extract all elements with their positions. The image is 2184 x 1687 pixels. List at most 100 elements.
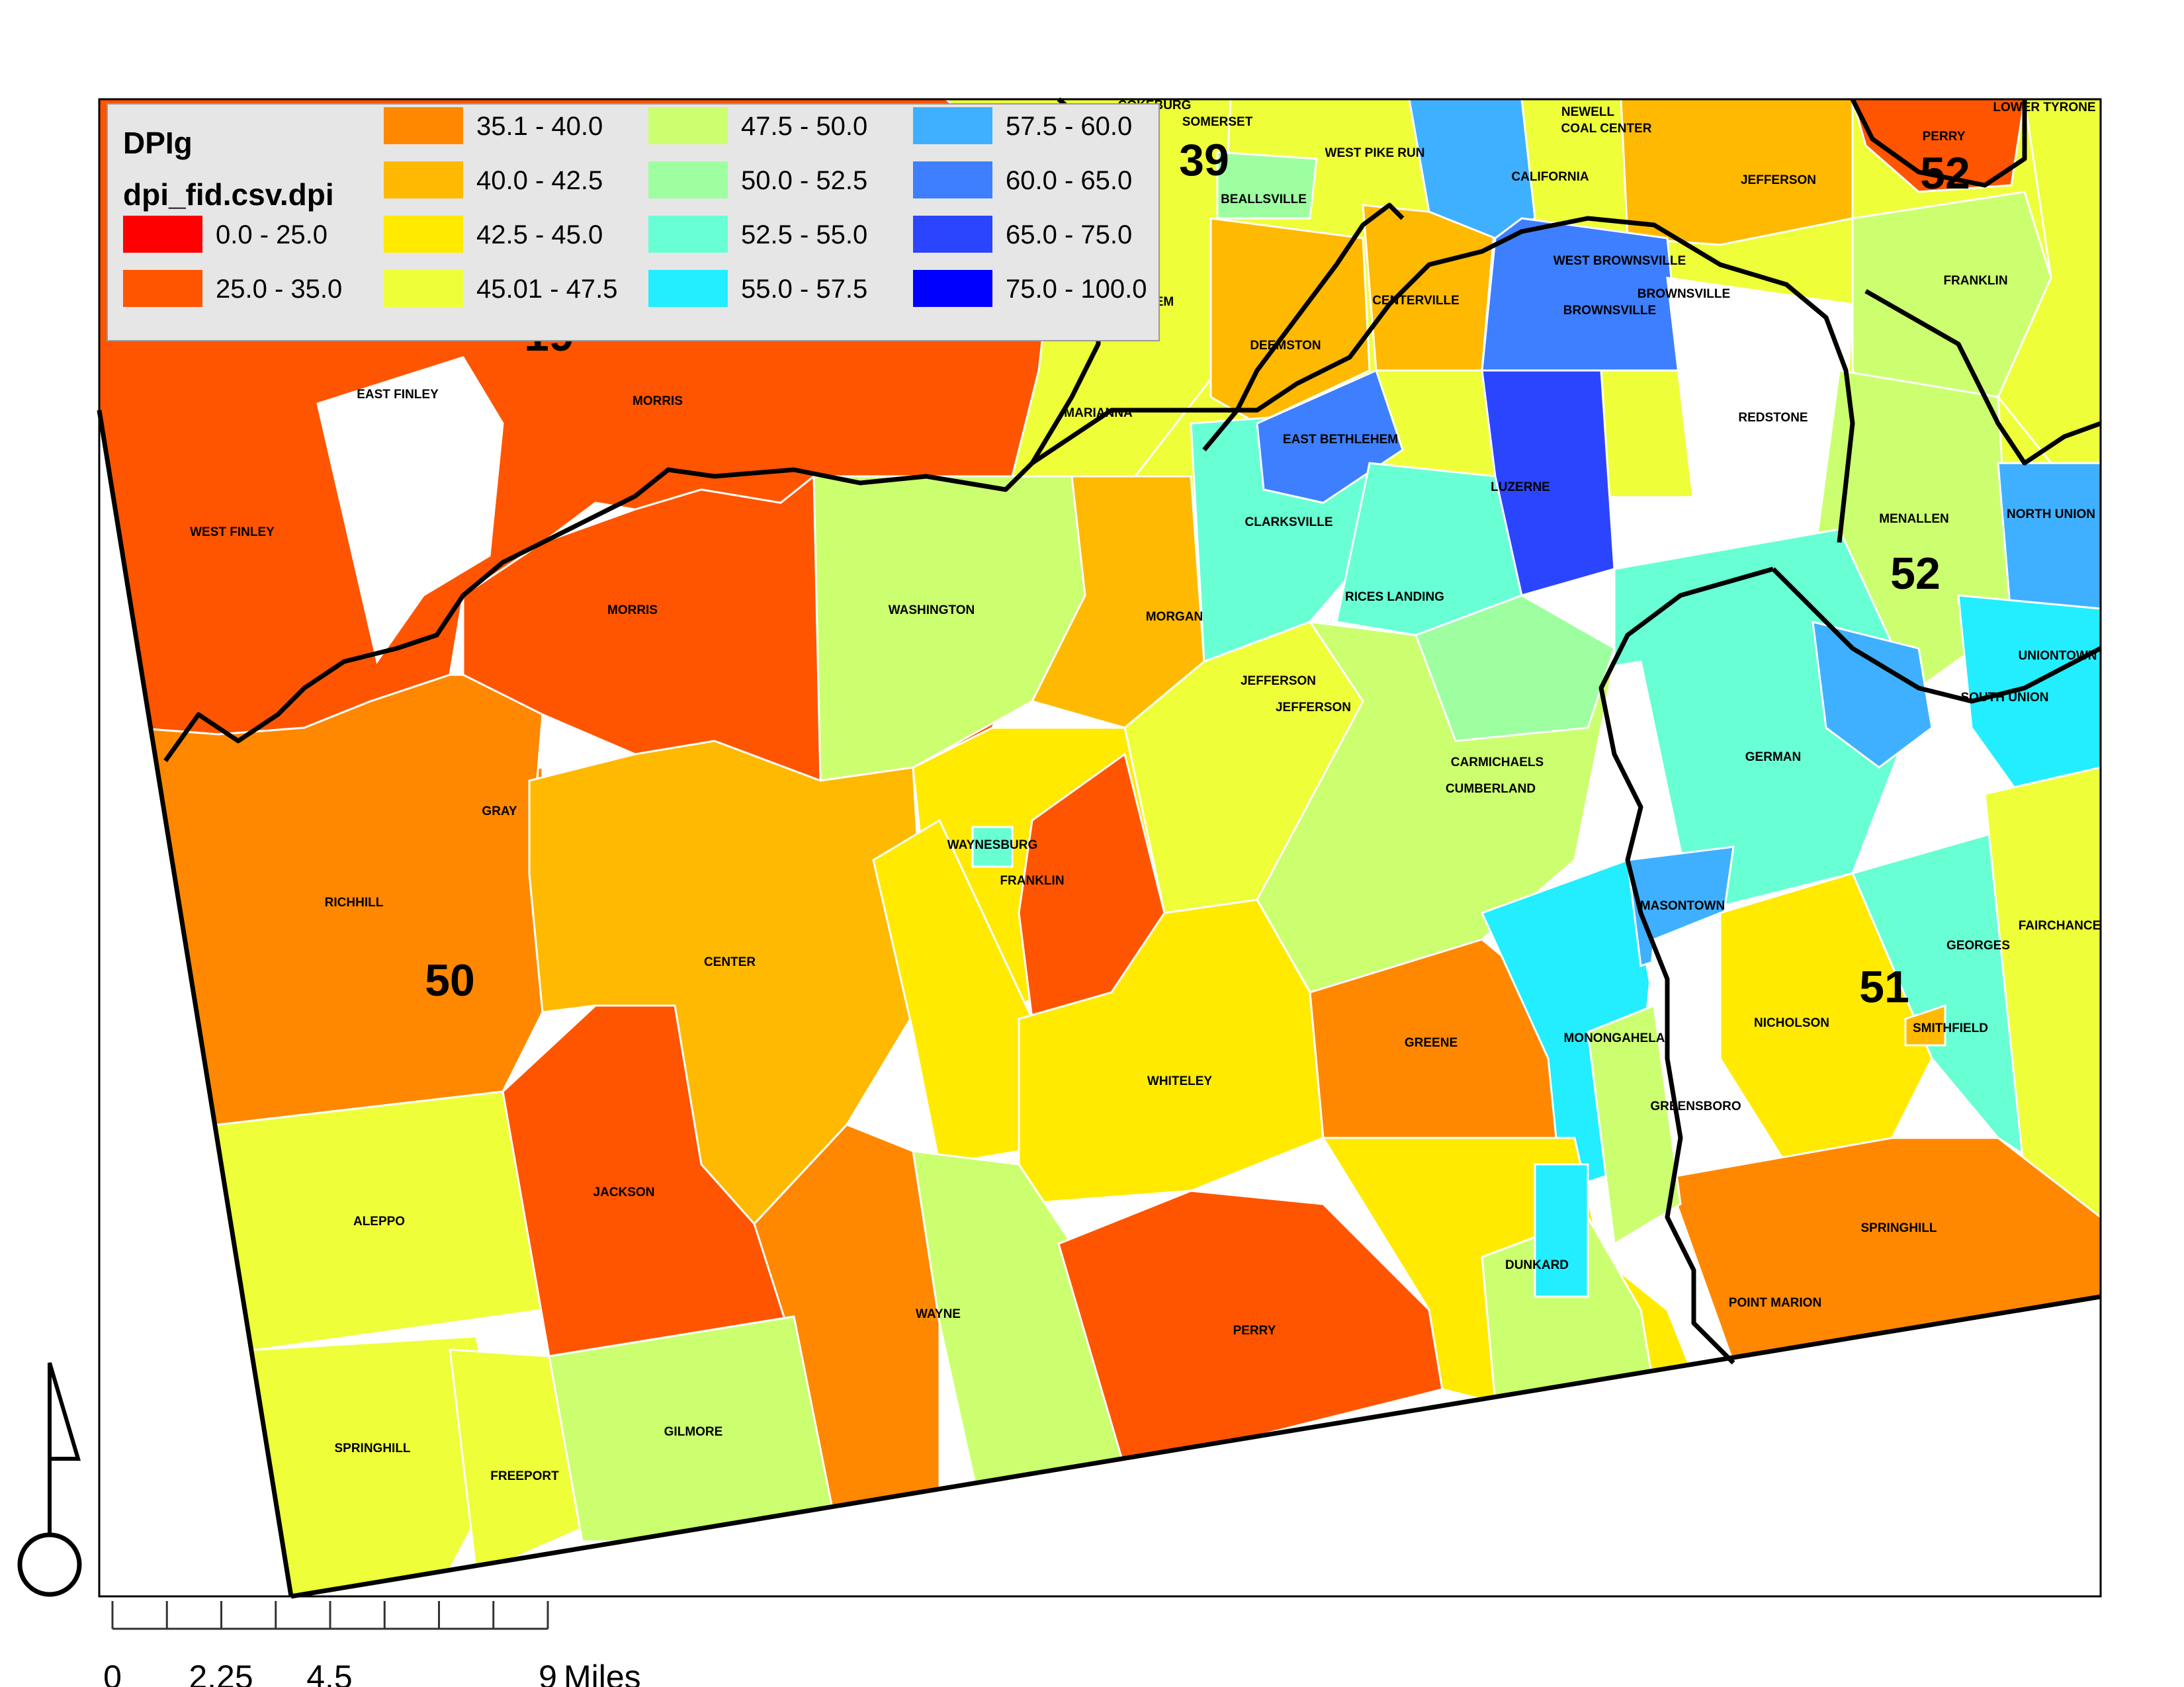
legend-label: 55.0 - 57.5 bbox=[741, 275, 867, 304]
legend-label: 40.0 - 42.5 bbox=[476, 166, 603, 195]
muni-label: FRANKLIN bbox=[1000, 874, 1064, 888]
muni-label: WHITELEY bbox=[1147, 1074, 1212, 1088]
muni-label: EAST BETHLEHEM bbox=[1283, 433, 1398, 447]
muni-label: LUZERNE bbox=[1491, 480, 1550, 494]
scale-minor-ticks bbox=[111, 1601, 549, 1629]
legend-swatch bbox=[648, 270, 728, 307]
district-boundary-north-39b bbox=[1202, 202, 1405, 452]
scale-bar: 0 2.25 4.5 9 Miles bbox=[103, 1601, 641, 1687]
district-label: 51 bbox=[1859, 962, 1909, 1012]
muni-label: WEST FINLEY bbox=[190, 525, 275, 539]
state-boundary-south bbox=[290, 1294, 2101, 1599]
muni-label: MORRIS bbox=[633, 394, 683, 408]
legend-label: 60.0 - 65.0 bbox=[1006, 166, 1132, 195]
muni-label: GEORGES bbox=[1946, 939, 2010, 953]
region-smithfield bbox=[1904, 1004, 1946, 1047]
region-greensboro bbox=[1587, 1004, 1682, 1246]
legend-swatch bbox=[384, 216, 463, 253]
scale-label-0: 0 bbox=[103, 1659, 122, 1687]
legend-label: 25.0 - 35.0 bbox=[216, 275, 342, 304]
north-arrow-icon bbox=[17, 1362, 82, 1597]
district-boundary-52-south bbox=[1771, 567, 2102, 704]
muni-label: DUNKARD bbox=[1505, 1258, 1569, 1272]
legend-swatch bbox=[648, 107, 728, 144]
legend-swatch bbox=[913, 161, 992, 198]
legend-label: 35.1 - 40.0 bbox=[476, 112, 603, 141]
legend-items: 0.0 - 25.0 25.0 - 35.0 35.1 - 40.0 40.0 - 4… bbox=[123, 107, 1147, 307]
legend-label: 75.0 - 100.0 bbox=[1006, 275, 1147, 304]
muni-label: JEFFERSON bbox=[1276, 701, 1351, 714]
legend-swatch bbox=[913, 107, 992, 144]
legend-label: 42.5 - 45.0 bbox=[476, 220, 603, 249]
legend-swatch bbox=[913, 216, 992, 253]
legend: DPIg dpi_fid.csv.dpi 0.0 - 25.0 25.0 - 35… bbox=[107, 103, 1160, 341]
muni-label: CUMBERLAND bbox=[1446, 782, 1536, 796]
muni-label: BROWNSVILLE bbox=[1563, 304, 1656, 318]
legend-swatch bbox=[384, 161, 463, 198]
legend-swatch bbox=[648, 216, 728, 253]
region-waynesburg bbox=[971, 826, 1014, 868]
region-dunkard-blue bbox=[1534, 1163, 1589, 1298]
north-arrow-head bbox=[48, 1362, 81, 1461]
muni-label: FAIRCHANCE bbox=[2019, 919, 2101, 933]
region-beallsville bbox=[1216, 151, 1318, 220]
muni-label: BEALLSVILLE bbox=[1221, 193, 1307, 206]
legend-swatch bbox=[384, 270, 463, 307]
legend-swatch bbox=[913, 270, 992, 307]
muni-label: RICHHILL bbox=[325, 896, 384, 910]
muni-label: EAST FINLEY bbox=[357, 388, 439, 402]
muni-label: COAL CENTER bbox=[1561, 122, 1652, 136]
muni-label: CARMICHAELS bbox=[1451, 756, 1544, 769]
muni-label: MARIANNA bbox=[1064, 406, 1133, 420]
muni-label: WAYNESBURG bbox=[947, 838, 1038, 852]
district-label: 52 bbox=[1920, 148, 1970, 198]
muni-label: GILMORE bbox=[664, 1425, 723, 1439]
legend-label: 52.5 - 55.0 bbox=[741, 220, 867, 249]
muni-label: MASONTOWN bbox=[1640, 899, 1725, 913]
region-perry-north bbox=[1851, 99, 2026, 193]
muni-label: JEFFERSON bbox=[1741, 173, 1816, 187]
muni-label: PERRY bbox=[1923, 130, 1966, 144]
muni-label: GERMAN bbox=[1745, 750, 1801, 764]
region-jefferson-north bbox=[1620, 99, 1854, 246]
district-label: 52 bbox=[1890, 548, 1941, 599]
muni-label: CENTER bbox=[704, 955, 756, 969]
region-brownsville bbox=[1481, 217, 1682, 372]
muni-label: MENALLEN bbox=[1879, 512, 1949, 526]
region-german-blue bbox=[1812, 621, 1933, 769]
muni-label: SPRINGHILL bbox=[334, 1442, 410, 1455]
muni-label: SOMERSET bbox=[1182, 115, 1253, 129]
muni-label: MONONGAHELA bbox=[1563, 1031, 1665, 1045]
muni-label: ALEPPO bbox=[353, 1215, 405, 1229]
legend-swatch bbox=[123, 270, 202, 307]
muni-label: FRANKLIN bbox=[1943, 274, 2007, 288]
legend-title: DPIg bbox=[123, 126, 193, 160]
scale-label-1: 2.25 bbox=[189, 1659, 253, 1687]
legend-label: 47.5 - 50.0 bbox=[741, 112, 867, 141]
map-frame bbox=[98, 98, 2102, 1598]
muni-label: SPRINGHILL bbox=[1860, 1221, 1937, 1235]
muni-label: WEST PIKE RUN bbox=[1325, 146, 1425, 160]
muni-label: GREENE bbox=[1405, 1036, 1458, 1050]
muni-label: JEFFERSON bbox=[1241, 674, 1316, 688]
legend-label: 0.0 - 25.0 bbox=[216, 220, 328, 249]
muni-label: WEST BROWNSVILLE bbox=[1553, 254, 1686, 268]
muni-label: GRAY bbox=[482, 804, 517, 818]
region-east-finley-white bbox=[316, 356, 504, 664]
muni-label: MORGAN bbox=[1146, 610, 1203, 624]
muni-label: UNIONTOWN bbox=[2019, 649, 2097, 663]
muni-label: FREEPORT bbox=[490, 1469, 559, 1483]
scale-label-2: 4.5 bbox=[306, 1659, 353, 1687]
muni-label: PERRY bbox=[1233, 1324, 1276, 1338]
scale-unit: Miles bbox=[564, 1659, 641, 1687]
legend-label: 65.0 - 75.0 bbox=[1006, 220, 1132, 249]
region-fairchance bbox=[1984, 766, 2101, 1219]
muni-label: RICES LANDING bbox=[1345, 590, 1444, 604]
muni-label: CALIFORNIA bbox=[1511, 170, 1589, 184]
district-boundary-52-north bbox=[1850, 98, 2027, 188]
muni-label: DEEMSTON bbox=[1250, 339, 1321, 353]
muni-label: CENTERVILLE bbox=[1372, 294, 1460, 308]
muni-label: LOWER TYRONE bbox=[1993, 101, 2095, 114]
muni-label: REDSTONE bbox=[1738, 411, 1808, 425]
